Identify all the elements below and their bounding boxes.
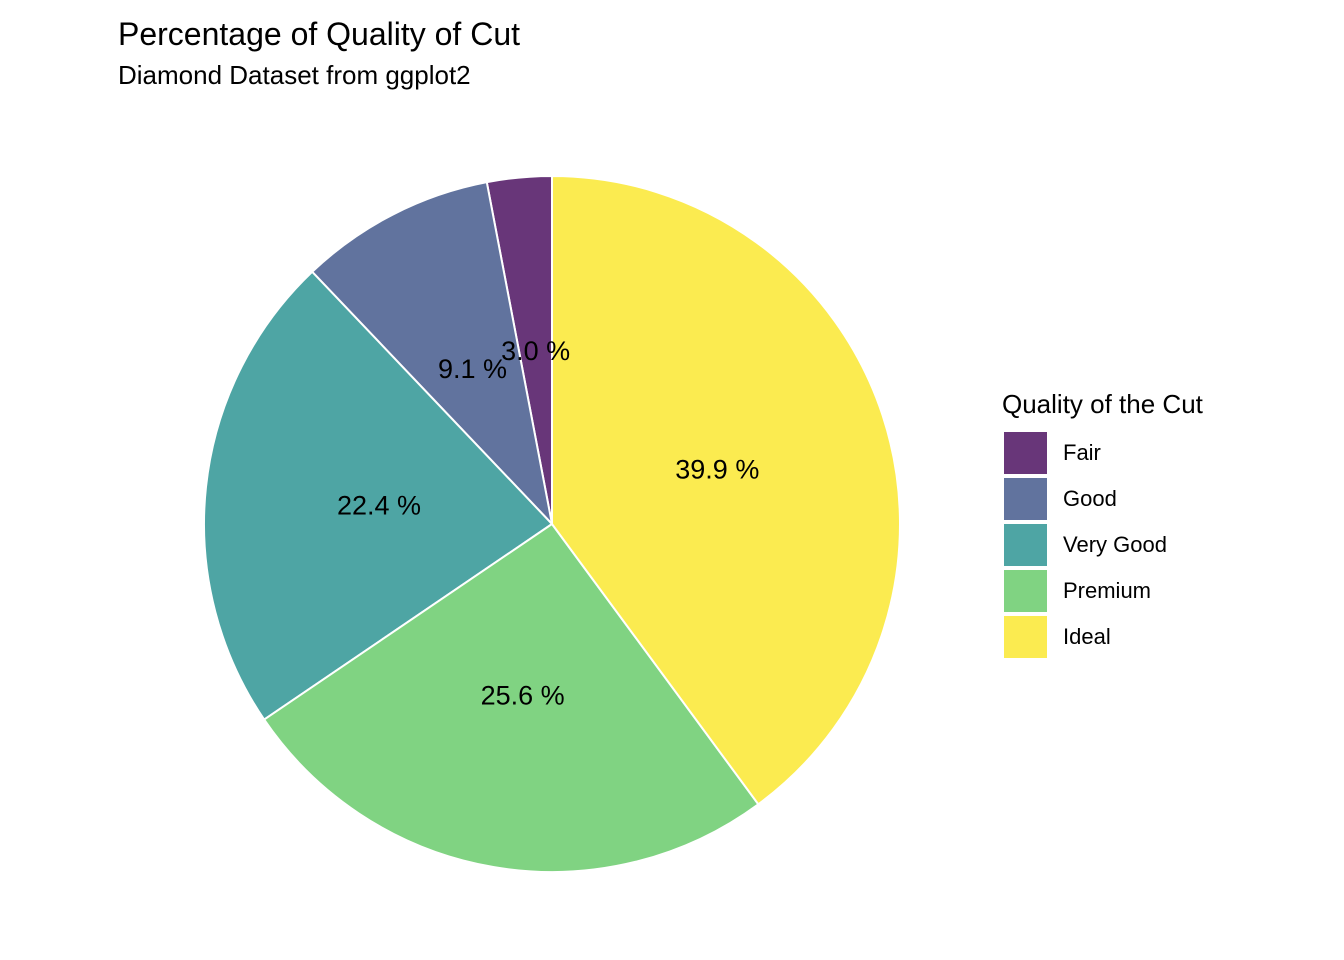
pie-slice-premium: [263, 523, 760, 873]
pie-slice-good: [311, 181, 553, 525]
slice-label-fair: 3.0 %: [501, 336, 570, 366]
slice-label-very-good: 22.4 %: [337, 490, 421, 520]
slice-label-premium: 25.6 %: [481, 681, 565, 711]
legend-swatch: [1004, 478, 1047, 520]
legend-label: Good: [1063, 486, 1117, 511]
legend-swatch: [1004, 570, 1047, 612]
legend-swatch: [1004, 524, 1047, 566]
legend-swatch: [1004, 432, 1047, 474]
legend-swatch: [1004, 616, 1047, 658]
pie-slice-very-good: [203, 270, 553, 721]
pie-slice-ideal: [551, 175, 901, 806]
slice-label-good: 9.1 %: [438, 354, 507, 384]
legend-item: Good: [1002, 476, 1203, 522]
legend-label: Fair: [1063, 440, 1101, 465]
legend: Quality of the Cut Fair Good Very Good P…: [1002, 386, 1203, 660]
chart-subtitle: Diamond Dataset from ggplot2: [118, 60, 471, 90]
slice-label-ideal: 39.9 %: [675, 455, 759, 485]
legend-item: Ideal: [1002, 614, 1203, 660]
legend-label: Ideal: [1063, 624, 1111, 649]
legend-label: Premium: [1063, 578, 1152, 603]
chart-title: Percentage of Quality of Cut: [118, 16, 520, 52]
legend-item: Fair: [1002, 430, 1203, 476]
legend-item: Premium: [1002, 568, 1203, 614]
legend-item: Very Good: [1002, 522, 1203, 568]
legend-title: Quality of the Cut: [1002, 389, 1203, 419]
legend-label: Very Good: [1063, 532, 1167, 557]
